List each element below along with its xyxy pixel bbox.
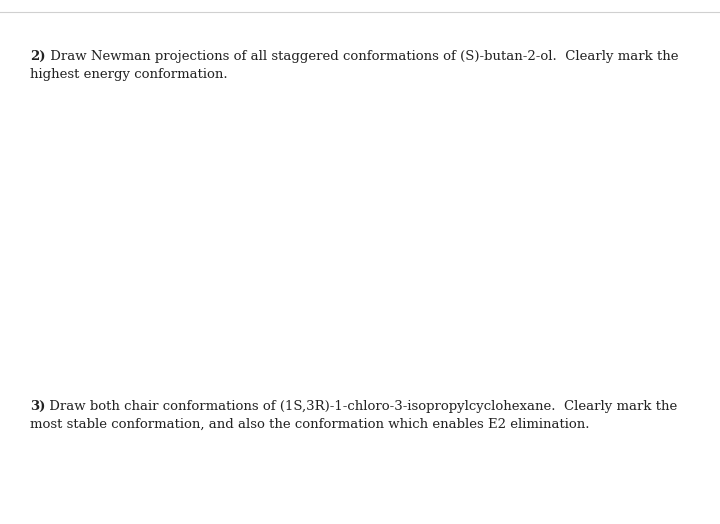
Text: Draw both chair conformations of (1S,3R)-1-chloro-3-isopropylcyclohexane.  Clear: Draw both chair conformations of (1S,3R)… — [45, 400, 678, 413]
Text: 3): 3) — [30, 400, 45, 413]
Text: most stable conformation, and also the conformation which enables E2 elimination: most stable conformation, and also the c… — [30, 418, 590, 431]
Text: 2): 2) — [30, 50, 45, 63]
Text: highest energy conformation.: highest energy conformation. — [30, 68, 228, 81]
Text: Draw Newman projections of all staggered conformations of (S)-butan-2-ol.  Clear: Draw Newman projections of all staggered… — [45, 50, 678, 63]
